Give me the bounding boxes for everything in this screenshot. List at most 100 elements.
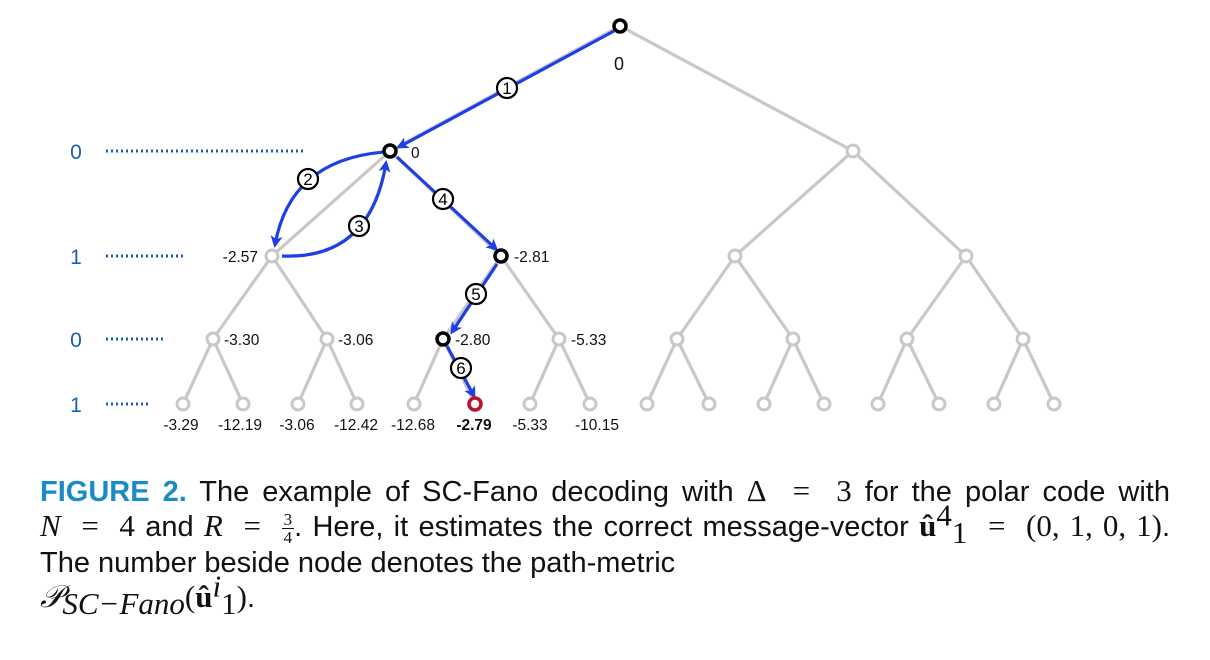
leaf-node — [870, 396, 886, 412]
r-symbol: R — [203, 508, 223, 543]
leaf-metric: -10.15 — [575, 417, 619, 434]
leaf-node — [701, 396, 717, 412]
leaf-metric: -2.79 — [456, 417, 492, 434]
figure-caption: FIGURE 2. The example of SC-Fano decodin… — [40, 473, 1171, 621]
level-label: 0 — [70, 329, 82, 352]
caption-text-6: . — [246, 581, 255, 614]
leaf-node — [816, 396, 832, 412]
final-leaf-node — [467, 396, 483, 412]
tree-edge — [499, 255, 561, 340]
tree-edge — [325, 338, 359, 405]
leaf-node — [406, 396, 422, 412]
node-metric: -2.81 — [514, 249, 549, 266]
tree-edge — [675, 338, 711, 405]
tree-node — [551, 331, 567, 347]
node-metric: -3.30 — [224, 332, 260, 349]
tree-edge — [181, 338, 215, 405]
leaf-node — [522, 396, 538, 412]
tree-edge — [645, 338, 679, 405]
tree-node — [669, 331, 685, 347]
level-label: 1 — [70, 394, 82, 417]
tree-edge — [762, 338, 795, 405]
tree-edge — [876, 338, 909, 405]
tree-node — [899, 331, 915, 347]
node-metric: -2.57 — [223, 249, 258, 266]
tree-node — [205, 331, 221, 347]
tree-node — [264, 248, 280, 264]
tree-edge — [733, 255, 795, 340]
root-node — [612, 18, 628, 34]
sc-fano-decoding-tree: 0 1 0 1 1 2 3 4 5 6 0 0 -2.57 -2.81 -3.30 -3.06 -2.80 -5.… — [70, 18, 1062, 434]
node-metric: -3.06 — [338, 332, 373, 349]
tree-edge — [412, 338, 445, 405]
node-metric: 0 — [411, 145, 420, 162]
step-marker — [495, 76, 519, 100]
leaf-metric: -12.42 — [334, 417, 378, 434]
tree-edge — [791, 338, 826, 405]
leaf-metric: -12.19 — [218, 417, 262, 434]
tree-edge — [211, 255, 274, 340]
tree-edge — [964, 255, 1025, 340]
tree-node — [1015, 331, 1031, 347]
step-number: 4 — [438, 190, 447, 209]
u-subscript: 1 — [951, 514, 968, 550]
leaf-node — [582, 396, 598, 412]
step-number: 5 — [471, 285, 480, 304]
step-marker — [464, 282, 488, 306]
tree-edges — [181, 24, 1056, 405]
caption-text-3: and — [134, 511, 204, 543]
tree-edge — [1021, 338, 1056, 405]
n-symbol: N — [40, 508, 61, 543]
leaf-metric: -3.06 — [279, 417, 314, 434]
level-label: 0 — [70, 141, 82, 164]
caption-text-4: . Here, it estimates the correct message… — [294, 511, 920, 543]
node-metric: -2.80 — [455, 332, 491, 349]
tree-edge — [270, 149, 392, 258]
step-number: 3 — [354, 217, 363, 236]
path-step-3 — [281, 160, 391, 258]
equals-sign: = — [243, 508, 261, 543]
leaf-metric: -5.33 — [512, 417, 547, 434]
leaf-node — [1046, 396, 1062, 412]
leaf-metric: -12.68 — [391, 417, 435, 434]
leaf-node — [235, 396, 251, 412]
leaf-node — [756, 396, 772, 412]
tree-edge — [851, 149, 968, 258]
u-hat-symbol: û — [919, 508, 937, 543]
tree-edge — [619, 24, 854, 153]
figure-label: FIGURE 2. — [40, 476, 187, 508]
rate-numerator: 3 — [281, 509, 295, 529]
n-value: 4 — [119, 508, 135, 543]
u-hat-symbol-2: û — [195, 578, 213, 614]
leaf-node — [931, 396, 947, 412]
tree-edge — [211, 338, 245, 405]
tree-node — [382, 143, 398, 159]
step-marker — [296, 167, 320, 191]
level-guides — [106, 149, 304, 406]
caption-text-2: for the polar code with — [851, 476, 1170, 508]
step-number: 6 — [456, 359, 465, 378]
caption-text-5: . The number beside node denotes the pat… — [40, 511, 1171, 579]
tree-node — [493, 248, 509, 264]
tree-node — [435, 331, 451, 347]
node-metric: -5.33 — [571, 332, 606, 349]
step-number: 2 — [303, 170, 312, 189]
tree-nodes — [175, 18, 1062, 412]
tree-node — [785, 331, 801, 347]
labels: 0 1 0 1 1 2 3 4 5 6 0 0 -2.57 -2.81 -3.30 -3.06 -2.80 -5.… — [70, 54, 624, 434]
rate-denominator: 4 — [283, 527, 293, 547]
tree-edge — [270, 255, 329, 340]
tree-edge — [675, 255, 737, 340]
u-superscript: 4 — [936, 497, 952, 533]
u-subscript-2: 1 — [221, 585, 237, 621]
level-label: 1 — [70, 246, 82, 269]
tree-edge — [296, 338, 329, 405]
tree-edge — [905, 255, 968, 340]
tree-node — [727, 248, 743, 264]
tree-edge — [992, 338, 1025, 405]
leaf-node — [986, 396, 1002, 412]
leaf-node — [349, 396, 365, 412]
u-superscript-2: i — [212, 568, 222, 604]
message-vector-value: (0, 1, 0, 1) — [1026, 508, 1162, 543]
